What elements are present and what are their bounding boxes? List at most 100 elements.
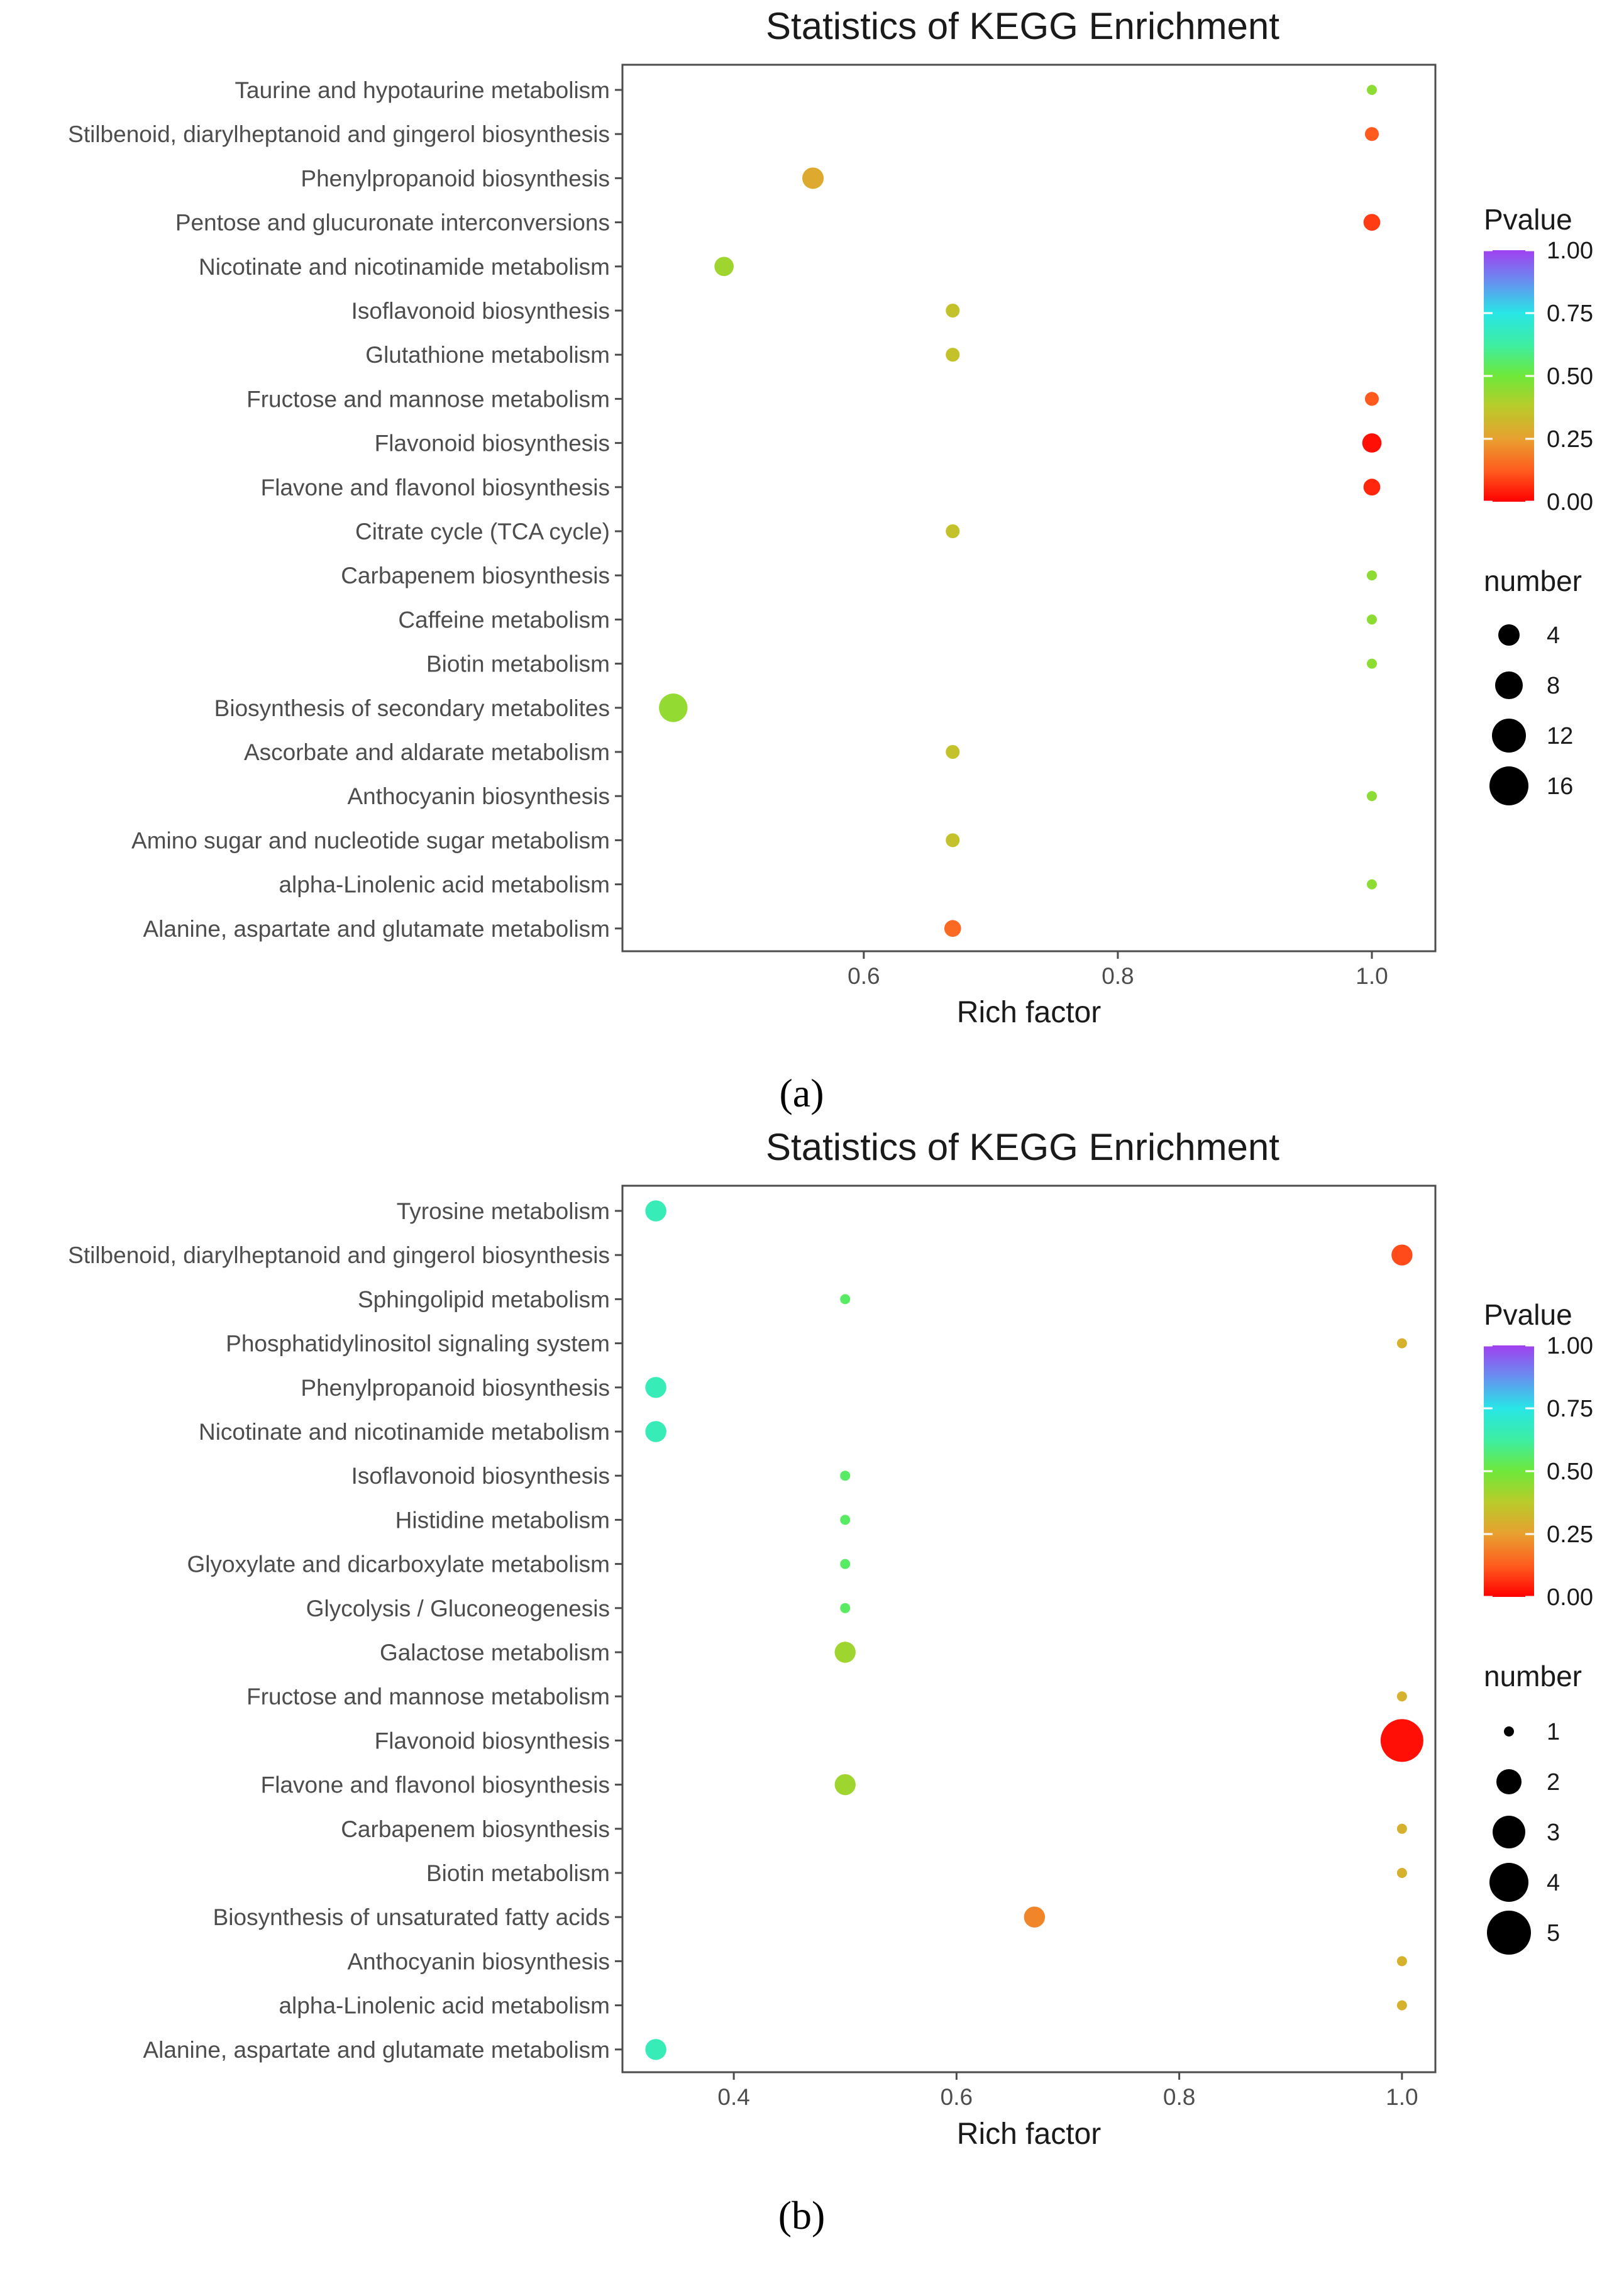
data-point [1364, 392, 1379, 406]
data-point [1396, 1868, 1407, 1878]
y-tick-label: Pentose and glucuronate interconversions [175, 210, 610, 236]
data-point [645, 1377, 666, 1398]
y-tick-label: Amino sugar and nucleotide sugar metabol… [131, 827, 610, 853]
y-tick-label: Fructose and mannose metabolism [246, 1684, 610, 1709]
data-point [840, 1294, 851, 1305]
x-tick-label: 0.8 [1163, 2084, 1195, 2110]
data-point [1366, 658, 1377, 669]
y-tick-label: Alanine, aspartate and glutamate metabol… [143, 2037, 610, 2063]
data-point [1363, 478, 1381, 496]
y-tick-label: Phenylpropanoid biosynthesis [301, 1375, 610, 1401]
plot-frame [621, 63, 1437, 952]
panel-label: (a) [779, 1071, 824, 1115]
data-point [1366, 614, 1377, 625]
y-tick-label: Carbapenem biosynthesis [341, 563, 610, 588]
y-tick-label: Flavonoid biosynthesis [375, 431, 610, 456]
number-legend-label: 8 [1547, 673, 1560, 699]
y-tick-label: Flavone and flavonol biosynthesis [261, 475, 610, 500]
data-point [1396, 2000, 1407, 2011]
data-point [946, 303, 960, 318]
data-point [714, 257, 734, 277]
number-legend-label: 16 [1547, 773, 1573, 800]
y-tick-label: Alanine, aspartate and glutamate metabol… [143, 916, 610, 942]
number-legend-label: 4 [1547, 622, 1560, 649]
pvalue-legend-title: Pvalue [1484, 203, 1572, 236]
y-tick-label: Phenylpropanoid biosynthesis [301, 165, 610, 191]
data-point [645, 1421, 666, 1442]
y-tick-label: Biotin metabolism [426, 1860, 610, 1886]
chart-title: Statistics of KEGG Enrichment [766, 5, 1279, 47]
y-tick-label: Taurine and hypotaurine metabolism [235, 77, 610, 103]
pvalue-legend-label: 1.00 [1547, 238, 1593, 264]
y-tick-label: Anthocyanin biosynthesis [347, 783, 610, 809]
data-point [645, 1200, 666, 1222]
data-point [834, 1642, 856, 1663]
pvalue-legend-label: 1.00 [1547, 1333, 1593, 1359]
number-legend-label: 3 [1547, 1819, 1560, 1846]
x-tick-label: 1.0 [1386, 2084, 1418, 2110]
data-point [1024, 1906, 1046, 1928]
pvalue-legend-label: 0.75 [1547, 301, 1593, 327]
y-tick-label: Glycolysis / Gluconeogenesis [306, 1596, 610, 1621]
data-point [1364, 127, 1379, 141]
pvalue-legend-label: 0.50 [1547, 363, 1593, 390]
data-point [1366, 85, 1377, 95]
y-tick-label: Nicotinate and nicotinamide metabolism [199, 254, 610, 280]
data-point [1366, 791, 1377, 802]
y-tick-label: Caffeine metabolism [398, 607, 610, 632]
data-point [946, 744, 960, 759]
y-tick-label: Flavone and flavonol biosynthesis [261, 1772, 610, 1798]
data-point [1391, 1244, 1413, 1266]
y-tick-label: Citrate cycle (TCA cycle) [355, 519, 610, 544]
data-point [946, 833, 960, 847]
y-tick-label: Biosynthesis of unsaturated fatty acids [213, 1904, 610, 1930]
y-tick-label: alpha-Linolenic acid metabolism [279, 1993, 610, 2019]
number-legend-dot [1489, 1863, 1528, 1902]
pvalue-legend-label: 0.25 [1547, 426, 1593, 453]
data-point [1380, 1719, 1423, 1762]
number-legend-label: 4 [1547, 1870, 1560, 1896]
data-point [802, 167, 824, 189]
number-legend-label: 1 [1547, 1719, 1560, 1745]
data-point [840, 1603, 851, 1613]
data-point [1396, 1823, 1407, 1834]
pvalue-legend-title: Pvalue [1484, 1298, 1572, 1331]
x-tick-label: 0.6 [941, 2084, 973, 2110]
x-tick-label: 0.6 [848, 963, 880, 989]
number-legend-label: 2 [1547, 1769, 1560, 1796]
y-tick-label: Fructose and mannose metabolism [246, 386, 610, 412]
data-point [946, 524, 960, 539]
chart-title: Statistics of KEGG Enrichment [766, 1126, 1279, 1168]
y-tick-label: Phosphatidylinositol signaling system [226, 1331, 610, 1357]
y-tick-label: Stilbenoid, diarylheptanoid and gingerol… [68, 1242, 610, 1268]
data-point [1366, 570, 1377, 581]
y-tick-label: Isoflavonoid biosynthesis [351, 298, 610, 324]
data-point [1396, 1956, 1407, 1967]
pvalue-legend-label: 0.75 [1547, 1396, 1593, 1422]
y-tick-label: Stilbenoid, diarylheptanoid and gingerol… [68, 121, 610, 147]
number-legend-dot [1496, 1769, 1522, 1794]
plot-frame [621, 1184, 1437, 2073]
y-tick-label: Histidine metabolism [395, 1507, 610, 1533]
y-tick-label: Isoflavonoid biosynthesis [351, 1463, 610, 1489]
data-point [1362, 433, 1382, 453]
chart-panel-a: Statistics of KEGG Enrichment Taurine and… [68, 5, 1593, 1115]
data-point [840, 1471, 851, 1481]
y-tick-label: Flavonoid biosynthesis [375, 1728, 610, 1753]
y-tick-label: Glyoxylate and dicarboxylate metabolism [187, 1552, 610, 1577]
number-legend-dot [1498, 624, 1520, 646]
number-legend-dot [1492, 719, 1526, 753]
data-point [645, 2039, 666, 2060]
x-tick-label: 1.0 [1356, 963, 1388, 989]
data-point [1366, 879, 1377, 890]
x-tick-label: 0.4 [717, 2084, 749, 2110]
number-legend-dot [1495, 671, 1523, 699]
y-tick-label: Carbapenem biosynthesis [341, 1816, 610, 1842]
y-tick-label: Galactose metabolism [380, 1640, 610, 1665]
number-legend-title: number [1484, 1660, 1582, 1692]
pvalue-legend-label: 0.00 [1547, 1584, 1593, 1611]
data-point [840, 1559, 851, 1569]
y-tick-label: alpha-Linolenic acid metabolism [279, 872, 610, 898]
number-legend-dot [1493, 1816, 1525, 1848]
